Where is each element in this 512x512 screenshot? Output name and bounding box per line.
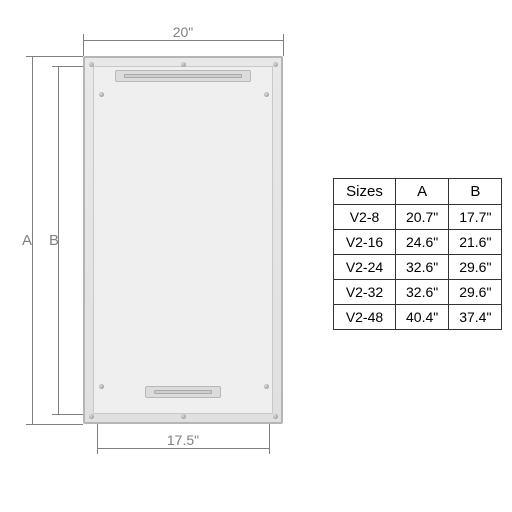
size-table-row: V2-1624.6"21.6" bbox=[334, 230, 502, 255]
size-table-col-b: B bbox=[449, 179, 502, 205]
size-table-cell-size: V2-8 bbox=[334, 205, 396, 230]
panel-screw bbox=[273, 62, 278, 67]
size-table-row: V2-4840.4"37.4" bbox=[334, 305, 502, 330]
size-table-row: V2-2432.6"29.6" bbox=[334, 255, 502, 280]
size-table-cell-a: 32.6" bbox=[396, 255, 449, 280]
size-table-cell-size: V2-32 bbox=[334, 280, 396, 305]
panel-screw bbox=[89, 62, 94, 67]
size-table-col-a: A bbox=[396, 179, 449, 205]
panel-screw bbox=[264, 384, 269, 389]
size-table-cell-a: 20.7" bbox=[396, 205, 449, 230]
size-table-header-row: Sizes A B bbox=[334, 179, 502, 205]
panel-top-slot-inner bbox=[124, 74, 242, 78]
size-table-cell-size: V2-24 bbox=[334, 255, 396, 280]
size-table-cell-b: 21.6" bbox=[449, 230, 502, 255]
dim-inner-height-tick-bottom bbox=[52, 414, 83, 415]
panel-screw bbox=[181, 414, 186, 419]
size-table: Sizes A B V2-820.7"17.7"V2-1624.6"21.6"V… bbox=[333, 178, 502, 330]
size-table-row: V2-820.7"17.7" bbox=[334, 205, 502, 230]
dim-inner-height-label: B bbox=[49, 232, 59, 249]
panel-screw bbox=[99, 384, 104, 389]
size-table-cell-b: 17.7" bbox=[449, 205, 502, 230]
panel-bottom-slot bbox=[145, 386, 221, 398]
panel-screw bbox=[273, 414, 278, 419]
size-table-cell-b: 29.6" bbox=[449, 255, 502, 280]
panel-screw bbox=[181, 62, 186, 67]
size-table-cell-size: V2-48 bbox=[334, 305, 396, 330]
size-table-cell-b: 37.4" bbox=[449, 305, 502, 330]
dim-inner-width-bottom-line bbox=[97, 448, 269, 449]
size-table-cell-a: 24.6" bbox=[396, 230, 449, 255]
dimensioned-panel-diagram: 20" 17.5" 17.5" A B Sizes A B V2-820.7"1… bbox=[0, 0, 512, 512]
panel-bottom-slot-inner bbox=[154, 390, 212, 394]
dim-outer-width-line bbox=[83, 40, 283, 41]
panel-screw bbox=[99, 92, 104, 97]
size-table-col-sizes: Sizes bbox=[334, 179, 396, 205]
dim-inner-height-tick-top bbox=[52, 66, 83, 67]
dim-outer-height-line bbox=[32, 56, 33, 424]
panel-face-plate bbox=[93, 66, 273, 414]
panel-top-slot bbox=[115, 70, 251, 82]
size-table-cell-a: 40.4" bbox=[396, 305, 449, 330]
dim-outer-height-tick-bottom bbox=[26, 424, 83, 425]
dim-outer-height-label: A bbox=[22, 232, 32, 249]
dim-outer-height-tick-top bbox=[26, 56, 83, 57]
panel-screw bbox=[89, 414, 94, 419]
dim-inner-width-bottom-label: 17.5" bbox=[0, 432, 366, 448]
size-table-cell-b: 29.6" bbox=[449, 280, 502, 305]
dim-outer-width-label: 20" bbox=[0, 24, 366, 40]
size-table-cell-a: 32.6" bbox=[396, 280, 449, 305]
panel-screw bbox=[264, 92, 269, 97]
size-table-row: V2-3232.6"29.6" bbox=[334, 280, 502, 305]
size-table-cell-size: V2-16 bbox=[334, 230, 396, 255]
